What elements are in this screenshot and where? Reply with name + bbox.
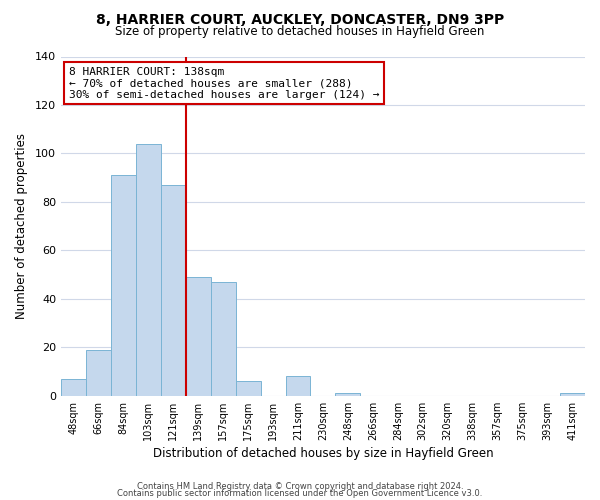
Bar (136, 144, 161, 396)
Bar (335, 394, 361, 396)
Text: Contains HM Land Registry data © Crown copyright and database right 2024.: Contains HM Land Registry data © Crown c… (137, 482, 463, 491)
Text: 8 HARRIER COURT: 138sqm
← 70% of detached houses are smaller (288)
30% of semi-d: 8 HARRIER COURT: 138sqm ← 70% of detache… (69, 66, 379, 100)
Bar (186, 277, 211, 396)
Bar (161, 185, 186, 396)
Bar (111, 176, 136, 396)
Bar (211, 282, 236, 396)
Y-axis label: Number of detached properties: Number of detached properties (15, 133, 28, 319)
Text: 8, HARRIER COURT, AUCKLEY, DONCASTER, DN9 3PP: 8, HARRIER COURT, AUCKLEY, DONCASTER, DN… (96, 12, 504, 26)
X-axis label: Distribution of detached houses by size in Hayfield Green: Distribution of detached houses by size … (152, 447, 493, 460)
Bar (286, 376, 310, 396)
Bar (61, 379, 86, 396)
Text: Contains public sector information licensed under the Open Government Licence v3: Contains public sector information licen… (118, 489, 482, 498)
Bar (236, 382, 260, 396)
Bar (560, 394, 585, 396)
Bar (86, 350, 111, 396)
Text: Size of property relative to detached houses in Hayfield Green: Size of property relative to detached ho… (115, 25, 485, 38)
